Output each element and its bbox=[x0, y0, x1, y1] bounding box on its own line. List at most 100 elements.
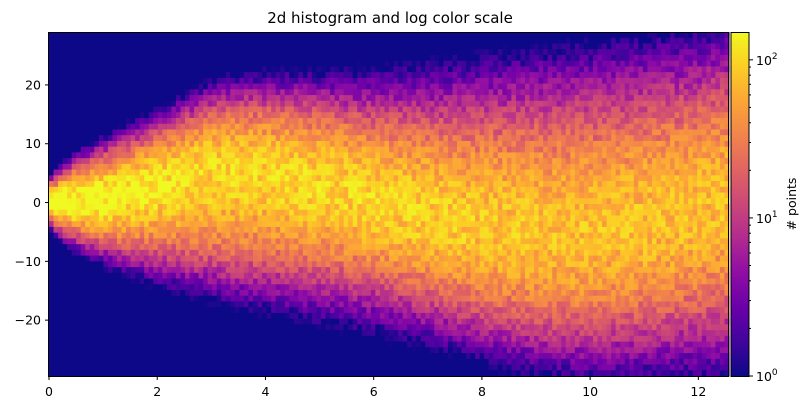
heatmap-cell bbox=[234, 301, 240, 308]
heatmap-cell bbox=[62, 95, 68, 102]
heatmap-cell bbox=[221, 238, 227, 245]
heatmap-cell bbox=[316, 181, 322, 188]
heatmap-cell bbox=[58, 330, 64, 337]
heatmap-cell bbox=[189, 209, 195, 217]
heatmap-cell bbox=[266, 146, 272, 153]
heatmap-cell bbox=[185, 290, 191, 297]
heatmap-cell bbox=[234, 72, 240, 79]
heatmap-cell bbox=[370, 215, 376, 222]
heatmap-cell bbox=[389, 209, 395, 217]
heatmap-cell bbox=[139, 118, 145, 125]
heatmap-cell bbox=[180, 255, 186, 262]
heatmap-cell bbox=[416, 330, 422, 337]
heatmap-cell bbox=[379, 32, 386, 39]
heatmap-cell bbox=[366, 198, 372, 205]
heatmap-cell bbox=[130, 118, 136, 125]
heatmap-cell bbox=[389, 60, 395, 67]
heatmap-cell bbox=[257, 146, 263, 153]
heatmap-cell bbox=[144, 83, 150, 90]
heatmap-cell bbox=[275, 255, 281, 262]
heatmap-cell bbox=[103, 37, 109, 45]
heatmap-cell bbox=[339, 100, 345, 108]
heatmap-cell bbox=[407, 43, 413, 50]
heatmap-cell bbox=[253, 135, 259, 142]
heatmap-cell bbox=[316, 312, 322, 320]
heatmap-cell bbox=[103, 163, 109, 171]
heatmap-cell bbox=[398, 267, 404, 274]
heatmap-cell bbox=[366, 181, 372, 188]
heatmap-cell bbox=[194, 249, 200, 257]
heatmap-cell bbox=[194, 181, 200, 188]
heatmap-cell bbox=[357, 83, 363, 90]
heatmap-cell bbox=[153, 353, 159, 360]
heatmap-cell bbox=[67, 307, 73, 314]
heatmap-cell bbox=[85, 49, 91, 56]
heatmap-cell bbox=[112, 186, 118, 194]
heatmap-cell bbox=[257, 129, 263, 136]
heatmap-cell bbox=[262, 335, 268, 343]
heatmap-cell bbox=[189, 307, 195, 314]
heatmap-cell bbox=[112, 152, 118, 159]
heatmap-cell bbox=[130, 221, 136, 228]
heatmap-cell bbox=[166, 32, 172, 39]
heatmap-cell bbox=[407, 307, 413, 314]
heatmap-cell bbox=[71, 209, 77, 217]
heatmap-cell bbox=[339, 158, 345, 165]
heatmap-cell bbox=[416, 37, 422, 45]
heatmap-cell bbox=[157, 83, 163, 90]
heatmap-cell bbox=[103, 123, 109, 131]
heatmap-cell bbox=[166, 54, 172, 62]
heatmap-cell bbox=[67, 295, 73, 303]
heatmap-cell bbox=[370, 118, 376, 125]
heatmap-cell bbox=[139, 358, 145, 366]
heatmap-cell bbox=[180, 123, 186, 131]
heatmap-cell bbox=[325, 95, 331, 102]
heatmap-cell bbox=[139, 198, 145, 205]
heatmap-cell bbox=[139, 295, 145, 303]
heatmap-cell bbox=[49, 221, 55, 228]
heatmap-cell bbox=[98, 140, 104, 148]
heatmap-cell bbox=[171, 112, 177, 119]
heatmap-cell bbox=[130, 341, 136, 348]
heatmap-cell bbox=[117, 175, 123, 182]
heatmap-cell bbox=[117, 278, 123, 285]
heatmap-cell bbox=[234, 226, 240, 234]
heatmap-cell bbox=[130, 335, 136, 343]
heatmap-cell bbox=[207, 353, 213, 360]
heatmap-cell bbox=[402, 307, 408, 314]
heatmap-cell bbox=[212, 129, 218, 136]
heatmap-cell bbox=[185, 301, 191, 308]
heatmap-cell bbox=[389, 290, 395, 297]
heatmap-cell bbox=[49, 89, 55, 96]
heatmap-cell bbox=[352, 175, 358, 182]
heatmap-cell bbox=[316, 66, 322, 73]
heatmap-cell bbox=[325, 204, 331, 211]
heatmap-cell bbox=[230, 249, 236, 257]
heatmap-cell bbox=[185, 32, 191, 39]
heatmap-cell bbox=[49, 158, 55, 165]
heatmap-cell bbox=[271, 324, 277, 331]
heatmap-cell bbox=[139, 100, 145, 108]
heatmap-cell bbox=[339, 146, 345, 153]
heatmap-cell bbox=[58, 358, 64, 366]
heatmap-cell bbox=[266, 186, 272, 194]
heatmap-cell bbox=[94, 335, 100, 343]
heatmap-cell bbox=[280, 278, 286, 285]
heatmap-cell bbox=[262, 100, 268, 108]
heatmap-cell bbox=[175, 49, 182, 56]
heatmap-cell bbox=[284, 72, 290, 79]
heatmap-cell bbox=[80, 278, 86, 285]
heatmap-cell bbox=[243, 318, 250, 325]
heatmap-cell bbox=[375, 49, 381, 56]
heatmap-cell bbox=[280, 364, 286, 371]
heatmap-cell bbox=[352, 312, 358, 320]
heatmap-cell bbox=[420, 135, 426, 142]
heatmap-cell bbox=[239, 83, 245, 90]
heatmap-cell bbox=[121, 290, 127, 297]
heatmap-cell bbox=[85, 135, 91, 142]
heatmap-cell bbox=[352, 261, 358, 268]
heatmap-cell bbox=[275, 181, 281, 188]
heatmap-cell bbox=[389, 295, 395, 303]
heatmap-cell bbox=[58, 255, 64, 262]
heatmap-cell bbox=[230, 232, 236, 239]
